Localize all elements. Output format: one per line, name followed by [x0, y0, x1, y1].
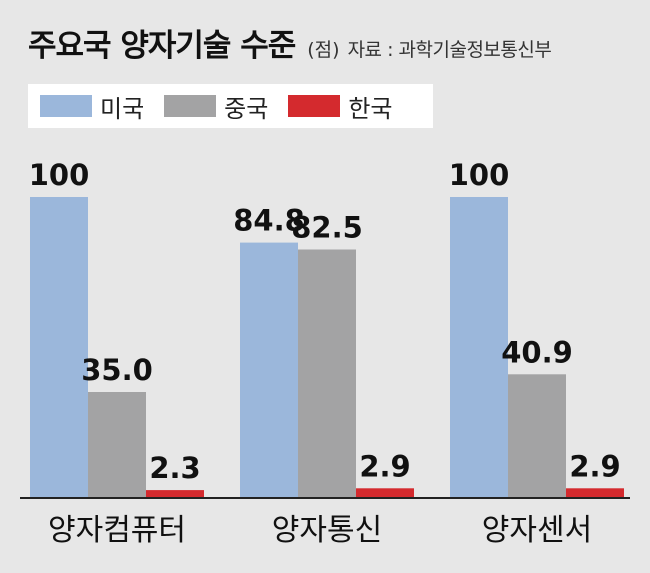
legend: 미국 중국 한국 — [28, 84, 433, 128]
category-label-quantum-communication: 양자통신 — [272, 513, 382, 548]
legend-label-korea: 한국 — [348, 94, 393, 123]
bar-usa-quantum-communication — [240, 242, 298, 497]
legend-label-usa: 미국 — [100, 94, 145, 123]
bar-korea-quantum-sensor — [566, 488, 624, 497]
legend-swatch-usa — [40, 95, 92, 117]
bar-usa-quantum-sensor — [450, 197, 508, 497]
value-label-usa-quantum-sensor: 100 — [449, 158, 510, 192]
value-label-usa-quantum-communication: 84.8 — [233, 204, 305, 238]
value-label-korea-quantum-computer: 2.3 — [149, 451, 200, 485]
legend-swatch-china — [164, 95, 217, 117]
legend-item-korea: 한국 — [288, 89, 393, 124]
category-label-quantum-sensor: 양자센서 — [482, 513, 592, 548]
chart-title: 주요국 양자기술 수준 — [28, 28, 296, 64]
category-label-quantum-computer: 양자컴퓨터 — [48, 513, 186, 548]
value-label-china-quantum-communication: 82.5 — [291, 211, 363, 245]
bar-china-quantum-communication — [298, 249, 356, 497]
bar-china-quantum-computer — [88, 392, 146, 497]
value-label-usa-quantum-computer: 100 — [29, 158, 90, 192]
bar-usa-quantum-computer — [30, 197, 88, 497]
source-label: 자료 : 과학기술정보통신부 — [347, 39, 552, 61]
legend-swatch-korea — [288, 95, 341, 117]
bar-korea-quantum-communication — [356, 488, 414, 497]
value-label-korea-quantum-communication: 2.9 — [359, 449, 410, 483]
unit-label: (점) — [307, 39, 340, 61]
value-label-china-quantum-computer: 35.0 — [81, 353, 153, 387]
bar-korea-quantum-computer — [146, 490, 204, 497]
legend-item-usa: 미국 — [40, 89, 144, 124]
legend-label-china: 중국 — [224, 94, 269, 123]
header: 주요국 양자기술 수준 (점) 자료 : 과학기술정보통신부 — [28, 20, 552, 64]
legend-item-china: 중국 — [164, 89, 268, 124]
value-label-china-quantum-sensor: 40.9 — [501, 335, 573, 369]
bar-china-quantum-sensor — [508, 374, 566, 497]
value-label-korea-quantum-sensor: 2.9 — [569, 449, 620, 483]
